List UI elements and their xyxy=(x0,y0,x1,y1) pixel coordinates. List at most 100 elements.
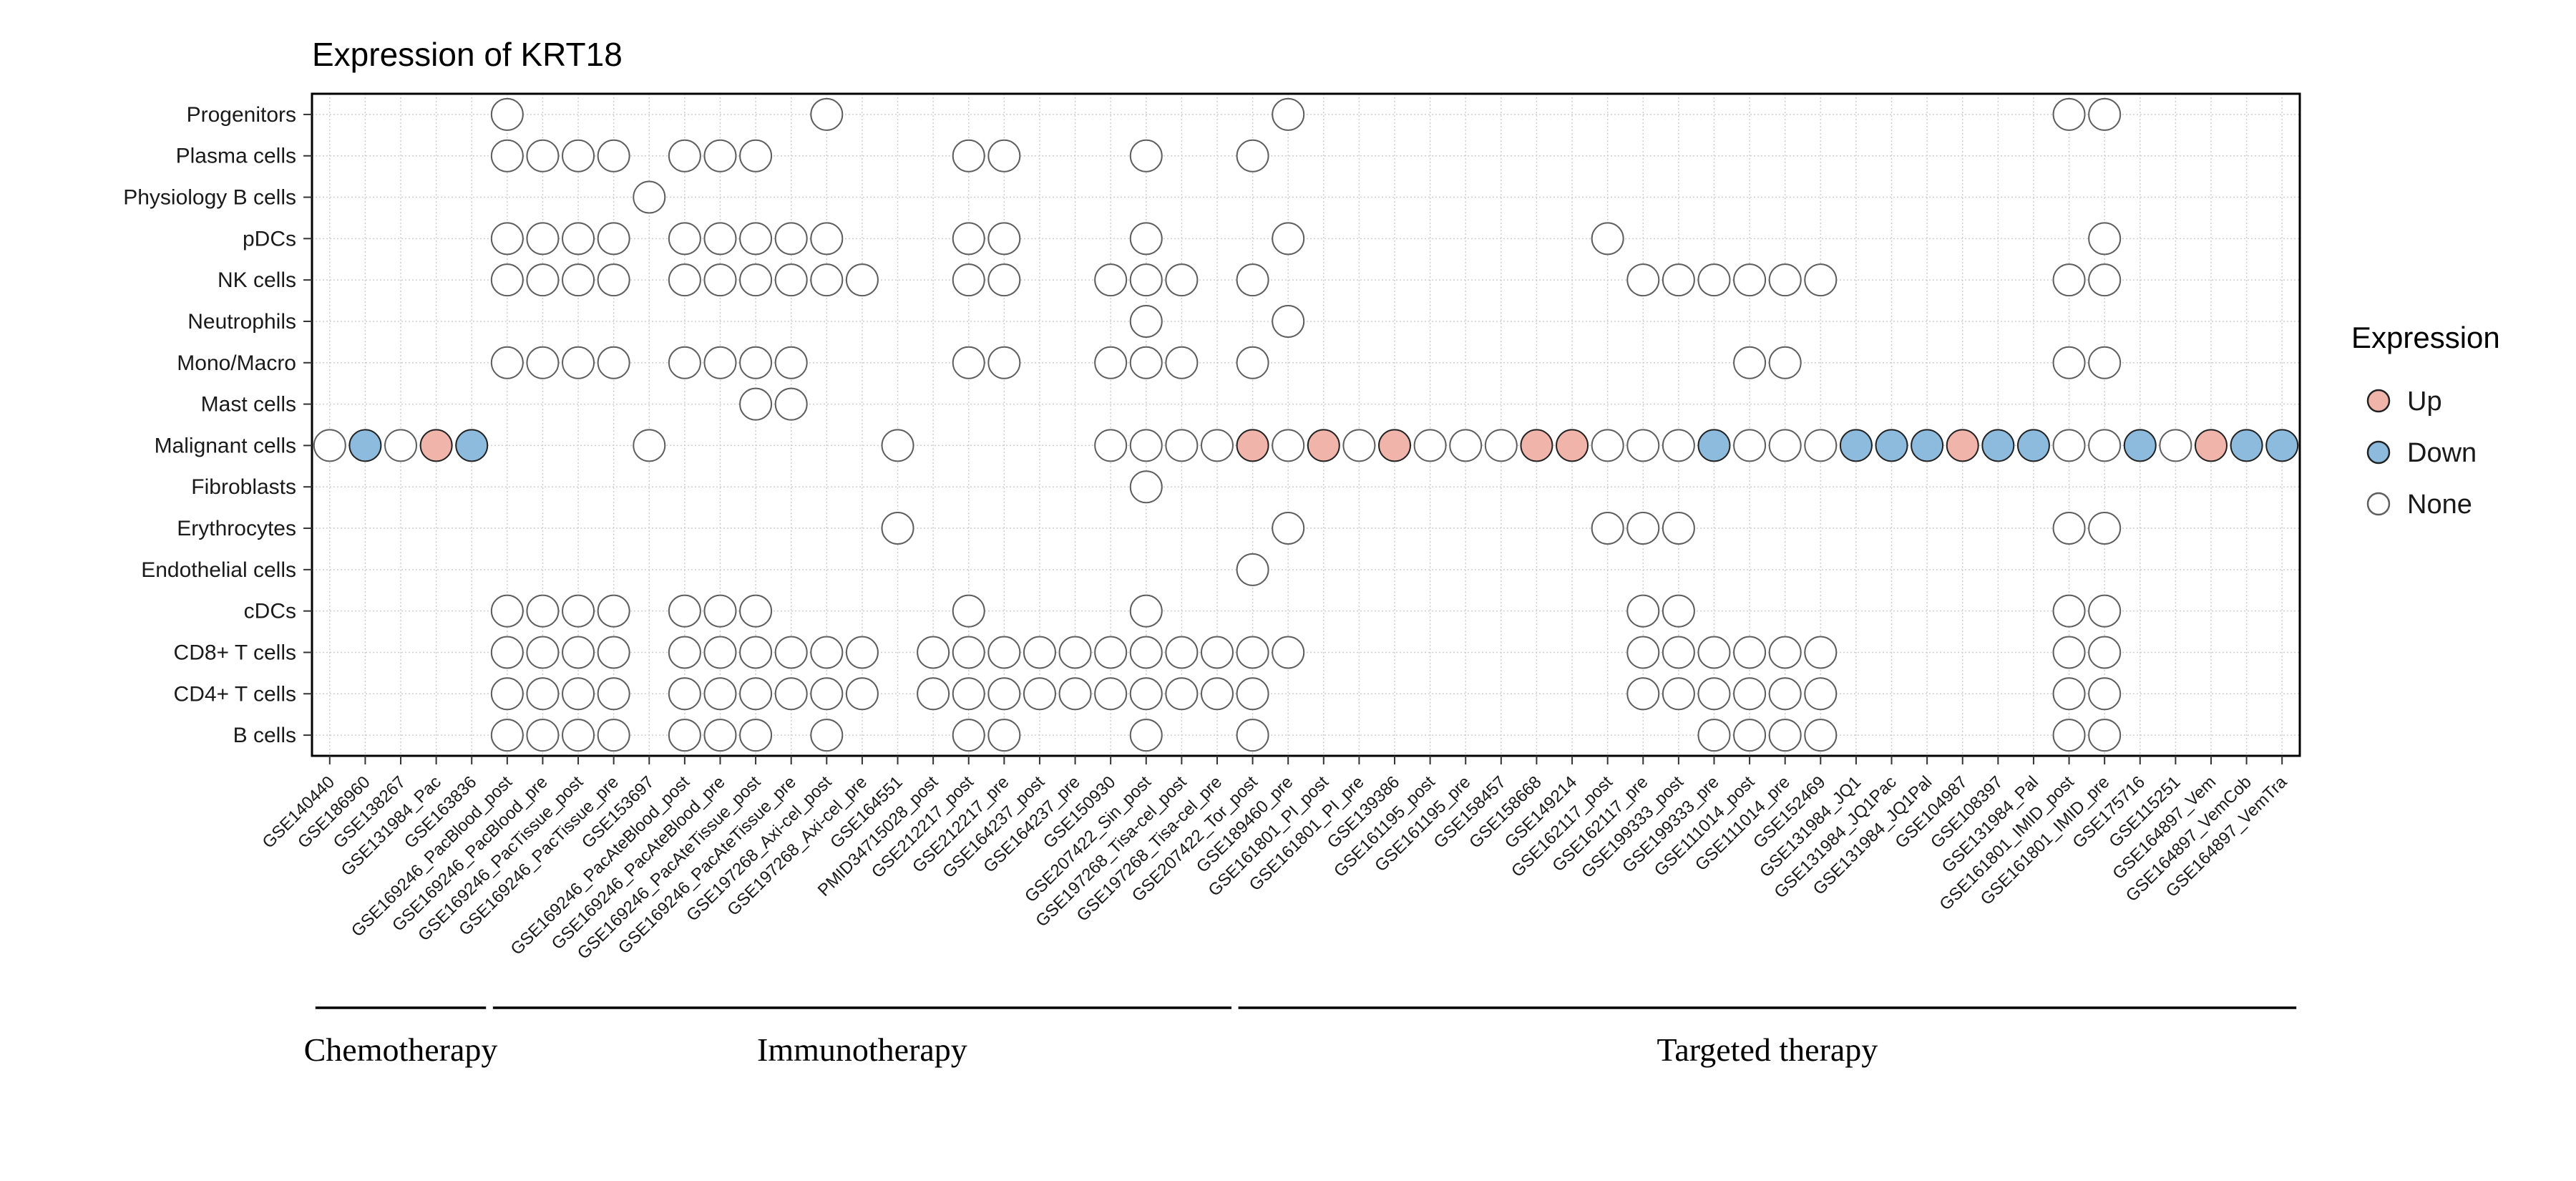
expression-dot-none xyxy=(881,512,914,545)
row-label: Endothelial cells xyxy=(141,558,296,582)
expression-dot-none xyxy=(1768,636,1802,669)
expression-dot-none xyxy=(739,346,773,379)
expression-dot-none xyxy=(703,594,737,628)
therapy-group-label: Immunotherapy xyxy=(757,1031,967,1068)
expression-dot-none xyxy=(2159,429,2192,462)
expression-dot-none xyxy=(774,677,808,711)
expression-dot-none xyxy=(1662,677,1695,711)
expression-dot-none xyxy=(987,222,1021,256)
expression-dot-none xyxy=(1094,429,1128,462)
row-label: Neutrophils xyxy=(187,310,296,334)
expression-dot-none xyxy=(1733,677,1767,711)
therapy-group-label: Targeted therapy xyxy=(1657,1031,1878,1068)
expression-dot-none xyxy=(739,139,773,172)
expression-dot-none xyxy=(1768,429,1802,462)
expression-dot-none xyxy=(1165,677,1199,711)
row-label: Fibroblasts xyxy=(191,475,296,499)
expression-dot-none xyxy=(597,719,630,752)
row-label: Progenitors xyxy=(187,103,296,127)
expression-dot-none xyxy=(1342,429,1376,462)
expression-dot-none xyxy=(1236,263,1269,297)
expression-dot-none xyxy=(1626,263,1660,297)
expression-dot-none xyxy=(1733,719,1767,752)
plot-title: Expression of KRT18 xyxy=(312,36,623,73)
expression-dot-none xyxy=(1697,719,1731,752)
expression-dot-none xyxy=(490,346,524,379)
expression-dot-none xyxy=(313,429,346,462)
expression-dot-none xyxy=(1626,429,1660,462)
expression-dot-none xyxy=(1733,263,1767,297)
expression-dot-none xyxy=(490,677,524,711)
expression-dot-none xyxy=(1591,512,1624,545)
expression-dot-none xyxy=(597,139,630,172)
expression-dot-none xyxy=(1733,636,1767,669)
expression-dot-none xyxy=(1236,719,1269,752)
expression-dot-none xyxy=(1129,346,1163,379)
expression-dot-none xyxy=(987,636,1021,669)
expression-dot-none xyxy=(2088,429,2122,462)
expression-dot-none xyxy=(810,677,844,711)
legend-label-down: Down xyxy=(2407,438,2477,468)
expression-dot-none xyxy=(1129,304,1163,338)
row-label: B cells xyxy=(233,724,296,747)
expression-dot-none xyxy=(562,222,595,256)
expression-dot-none xyxy=(562,719,595,752)
expression-dot-none xyxy=(490,263,524,297)
expression-dot-none xyxy=(1591,429,1624,462)
expression-dot-down xyxy=(1911,429,1944,462)
expression-dot-none xyxy=(668,139,701,172)
expression-dot-none xyxy=(526,263,560,297)
expression-dot-none xyxy=(739,263,773,297)
expression-dot-none xyxy=(1023,677,1056,711)
expression-dot-none xyxy=(1626,636,1660,669)
expression-dot-none xyxy=(1236,346,1269,379)
expression-dot-none xyxy=(2052,263,2086,297)
expression-dot-none xyxy=(1591,222,1624,256)
expression-dot-none xyxy=(1272,222,1305,256)
legend-dot-up xyxy=(2366,389,2391,413)
expression-dot-none xyxy=(952,139,985,172)
expression-dot-none xyxy=(1662,594,1695,628)
expression-dot-none xyxy=(952,222,985,256)
row-label: CD4+ T cells xyxy=(174,682,296,706)
row-label: pDCs xyxy=(243,227,296,251)
expression-dot-none xyxy=(1058,677,1092,711)
expression-dot-none xyxy=(1236,139,1269,172)
legend-dot-none xyxy=(2366,492,2391,516)
expression-dot-none xyxy=(1129,636,1163,669)
expression-dot-none xyxy=(1697,263,1731,297)
expression-dot-none xyxy=(1626,677,1660,711)
expression-dot-none xyxy=(845,636,879,669)
expression-dot-none xyxy=(1236,677,1269,711)
expression-dot-none xyxy=(2088,594,2122,628)
expression-dot-none xyxy=(2052,512,2086,545)
expression-dot-none xyxy=(1768,719,1802,752)
expression-dot-none xyxy=(526,636,560,669)
expression-dot-none xyxy=(562,263,595,297)
row-label: cDCs xyxy=(244,600,296,623)
expression-dot-none xyxy=(2088,263,2122,297)
expression-dot-none xyxy=(1023,636,1056,669)
expression-dot-none xyxy=(1094,677,1128,711)
expression-dot-none xyxy=(1272,97,1305,131)
expression-dot-none xyxy=(1200,429,1234,462)
expression-dot-none xyxy=(2088,512,2122,545)
expression-dot-none xyxy=(668,222,701,256)
expression-dot-none xyxy=(1768,346,1802,379)
expression-dot-none xyxy=(1804,719,1838,752)
expression-dot-none xyxy=(597,222,630,256)
expression-dot-none xyxy=(952,719,985,752)
expression-dot-none xyxy=(1272,512,1305,545)
expression-dot-none xyxy=(1129,139,1163,172)
expression-dot-none xyxy=(987,139,1021,172)
expression-dot-none xyxy=(526,677,560,711)
expression-dot-none xyxy=(1200,677,1234,711)
expression-dot-none xyxy=(952,594,985,628)
expression-dot-up xyxy=(419,429,453,462)
expression-dot-none xyxy=(2088,636,2122,669)
expression-dot-none xyxy=(1272,429,1305,462)
expression-dot-none xyxy=(739,594,773,628)
expression-dot-down xyxy=(2230,429,2263,462)
expression-dot-none xyxy=(1733,346,1767,379)
